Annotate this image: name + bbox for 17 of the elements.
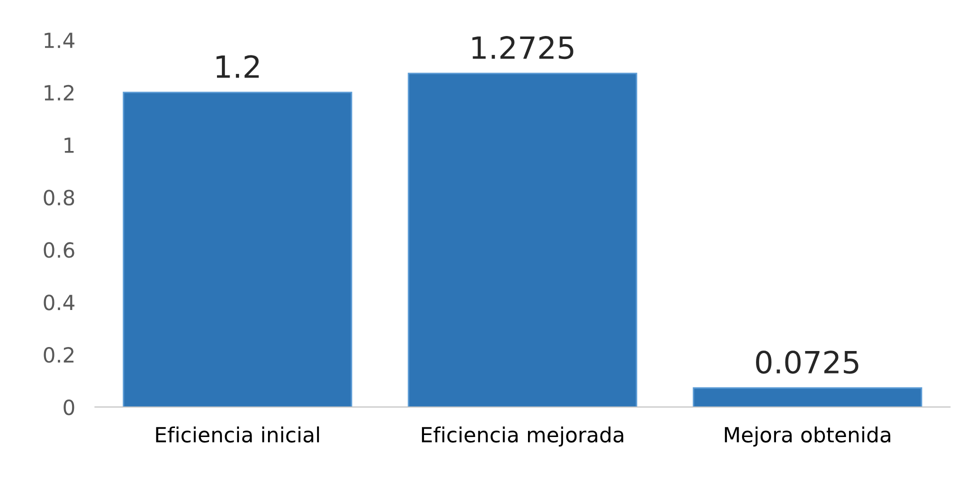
bar [122,92,352,407]
y-tick-label: 0 [64,399,74,416]
data-label: 0.0725 [756,350,858,374]
y-tick-label: 1.2 [44,84,74,100]
bar [408,72,638,407]
x-tick-label: Eficiencia mejorada [422,426,624,447]
x-tick-label: Eficiencia inicial [156,426,319,443]
y-tick-label: 1 [64,138,74,153]
x-tick-label: Mejora obtenida [724,426,890,447]
y-tick-label: 0.8 [44,190,74,206]
y-tick-label: 0.2 [44,347,74,363]
y-tick-label: 1.4 [44,32,74,48]
data-label: 1.2725 [472,36,574,60]
bar [692,387,922,407]
y-tick-label: 0.6 [44,242,74,258]
data-label: 1.2 [216,55,259,78]
y-tick-label: 0.4 [44,294,74,310]
